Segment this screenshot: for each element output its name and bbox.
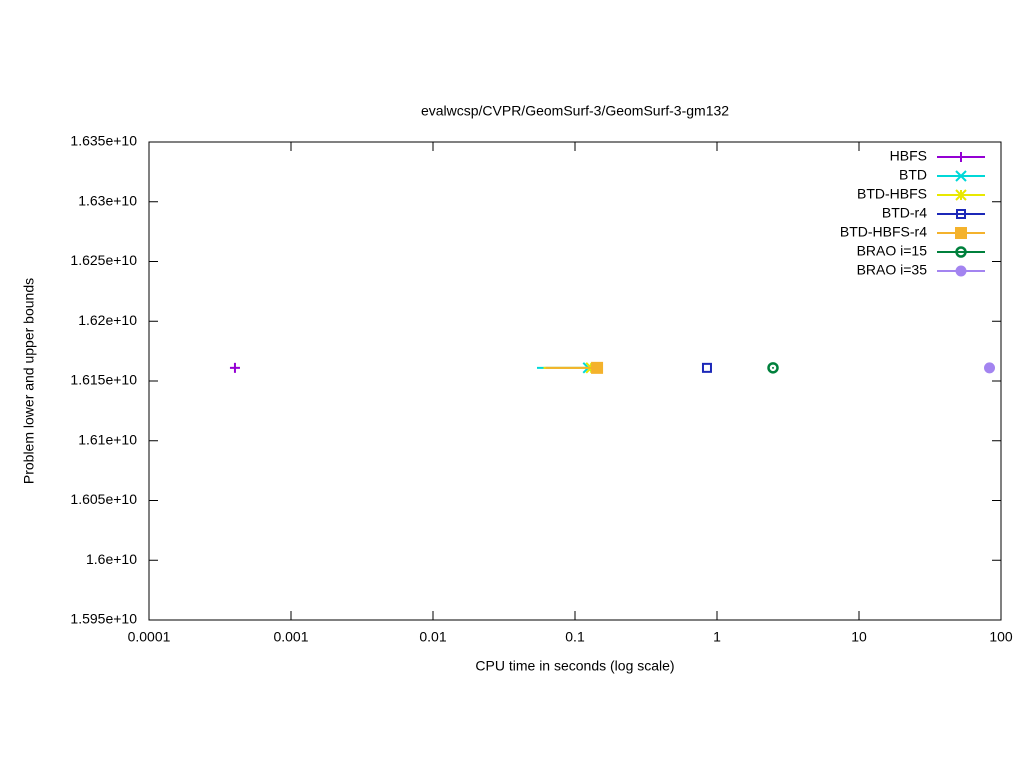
marker-shape <box>772 366 775 369</box>
marker-shape <box>955 227 967 239</box>
marker-shape <box>767 362 779 374</box>
legend-label: BTD-HBFS-r4 <box>840 224 927 240</box>
legend-label: BRAO i=15 <box>857 243 928 259</box>
marker <box>767 362 779 374</box>
plot-border <box>148 141 1002 621</box>
marker <box>591 361 604 374</box>
y-tick-label: 1.625e+10 <box>70 252 137 268</box>
y-tick-label: 1.61e+10 <box>78 431 137 447</box>
x-tick-label: 0.01 <box>419 629 446 645</box>
x-tick-label: 0.001 <box>273 629 308 645</box>
marker-shape <box>960 251 962 253</box>
marker-shape <box>984 362 996 374</box>
x-tick-label: 1 <box>713 629 721 645</box>
marker-shape <box>955 246 967 258</box>
marker-stroke <box>955 189 967 201</box>
x-tick-label: 10 <box>851 629 867 645</box>
marker-shape <box>956 209 966 219</box>
chart-title: evalwcsp/CVPR/GeomSurf-3/GeomSurf-3-gm13… <box>421 103 729 119</box>
legend-label: HBFS <box>890 148 927 164</box>
y-tick-label: 1.62e+10 <box>78 312 137 328</box>
marker <box>956 209 966 219</box>
marker-stroke <box>955 170 967 182</box>
y-tick-label: 1.63e+10 <box>78 192 137 208</box>
marker-shape <box>591 361 604 374</box>
y-axis-label: Problem lower and upper bounds <box>21 278 37 484</box>
y-tick-label: 1.6e+10 <box>86 551 137 567</box>
marker <box>955 170 967 182</box>
y-tick-label: 1.595e+10 <box>70 611 137 627</box>
x-tick-label: 0.1 <box>565 629 585 645</box>
x-tick-label: 100 <box>989 629 1013 645</box>
marker <box>955 246 967 258</box>
marker-shape <box>701 362 712 373</box>
y-tick-label: 1.615e+10 <box>70 372 137 388</box>
y-tick-label: 1.635e+10 <box>70 133 137 149</box>
marker <box>955 265 967 277</box>
legend-label: BTD-r4 <box>882 205 927 221</box>
marker <box>955 227 967 239</box>
marker <box>984 362 996 374</box>
y-tick-label: 1.605e+10 <box>70 491 137 507</box>
marker <box>701 362 712 373</box>
legend-label: BTD-HBFS <box>857 186 927 202</box>
marker <box>955 189 967 201</box>
x-tick-label: 0.0001 <box>128 629 171 645</box>
legend-label: BRAO i=35 <box>857 262 928 278</box>
x-axis-label: CPU time in seconds (log scale) <box>475 658 674 674</box>
marker-shape <box>955 265 967 277</box>
legend-label: BTD <box>899 167 927 183</box>
marker <box>229 362 240 373</box>
marker <box>956 152 966 162</box>
